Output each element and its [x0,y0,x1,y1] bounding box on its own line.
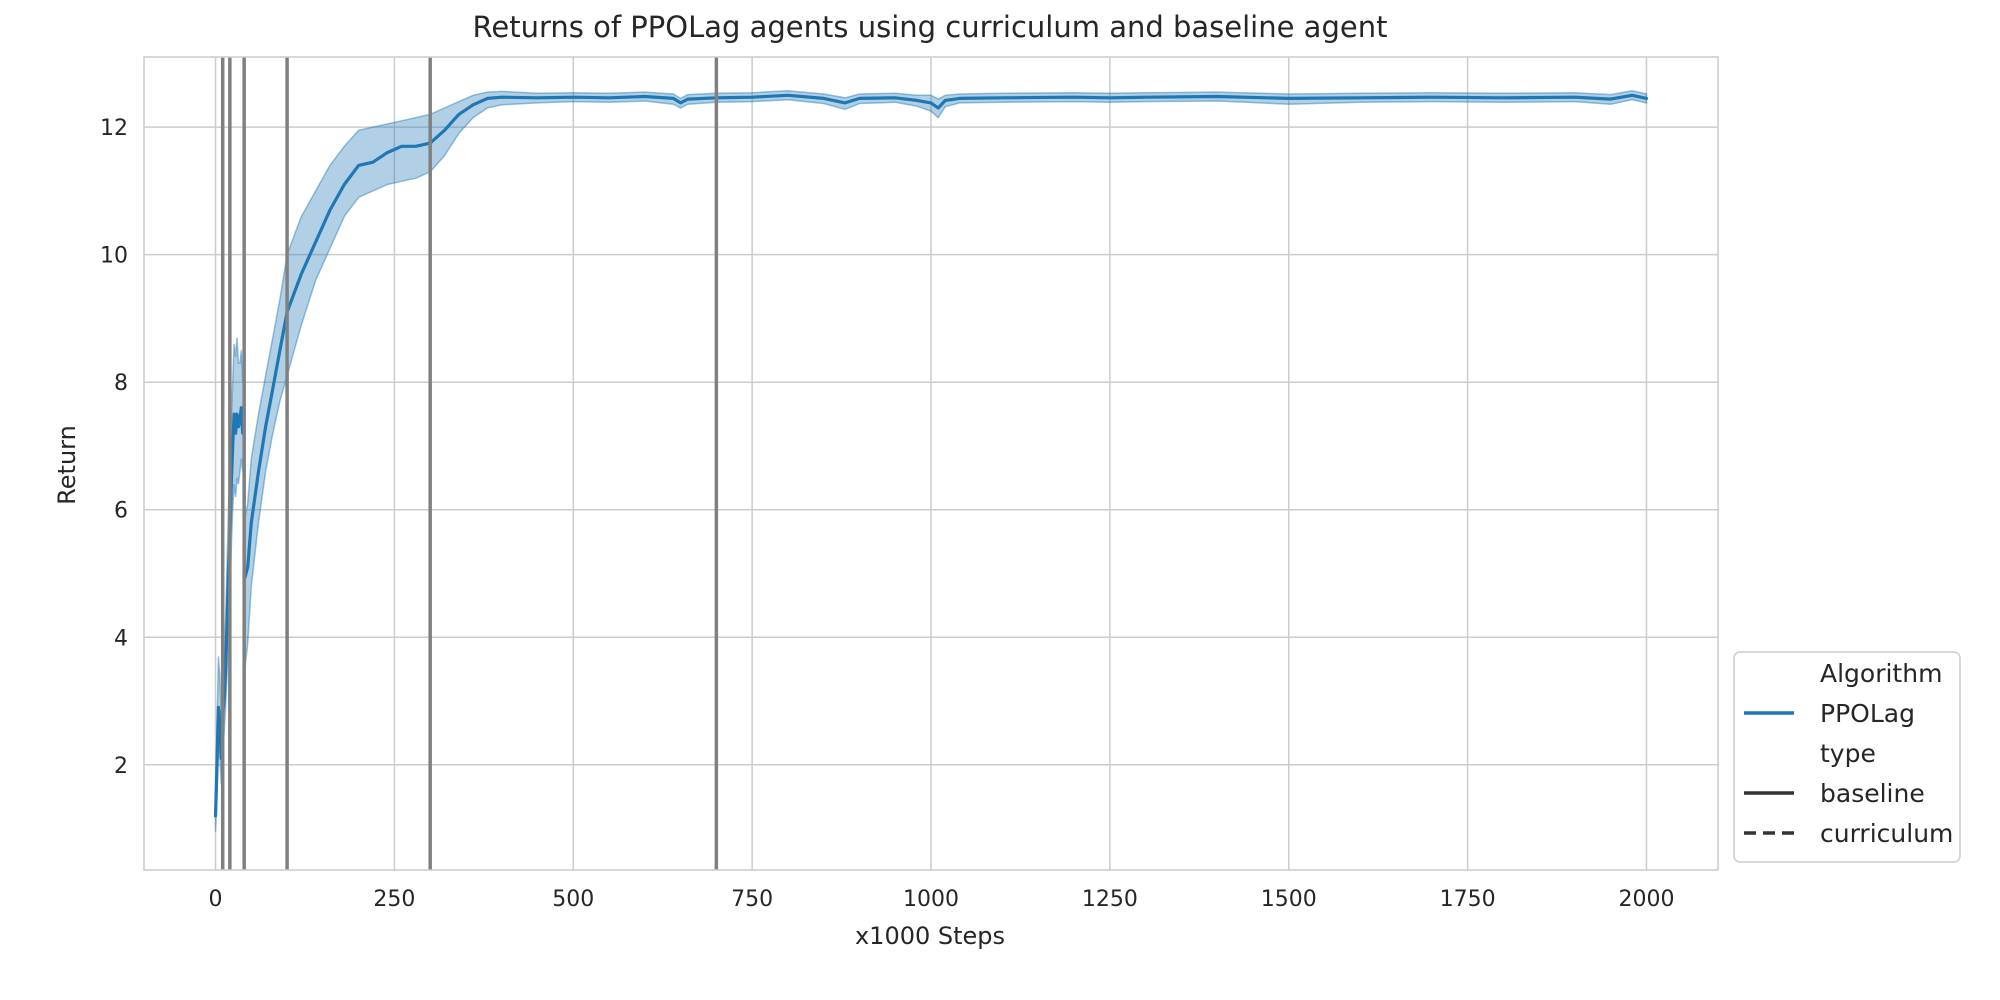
y-tick-label: 6 [114,499,128,524]
x-tick-label: 1250 [1082,887,1138,912]
legend-label: Algorithm [1820,659,1942,688]
legend-entry: baseline [1744,779,1925,808]
x-axis-ticks: 0 250 500 750 1000 1250 1500 1750 2000 [209,887,1675,912]
y-tick-label: 4 [114,626,128,651]
series-line-baseline [242,93,1649,582]
legend-label: type [1820,739,1876,768]
x-tick-label: 750 [731,887,773,912]
x-tick-label: 1750 [1440,887,1496,912]
x-tick-label: 1500 [1261,887,1317,912]
x-tick-label: 2000 [1618,887,1674,912]
legend-label: curriculum [1820,819,1953,848]
legend-label: PPOLag [1820,699,1915,728]
x-tick-label: 250 [373,887,415,912]
confidence-band-baseline [243,90,1648,676]
x-tick-label: 0 [209,887,223,912]
y-tick-label: 8 [114,371,128,396]
legend-box [1733,651,1961,863]
y-tick-label: 2 [114,754,128,779]
legend-entry: curriculum [1744,819,1953,848]
curriculum-boundaries [220,57,719,870]
legend-label: baseline [1820,779,1925,808]
legend-entry: Algorithm [1820,659,1942,688]
x-tick-label: 1000 [903,887,959,912]
x-axis-label: x1000 Steps [855,922,1005,950]
y-axis-label: Return [53,425,81,505]
chart-title: Returns of PPOLag agents using curriculu… [473,10,1388,44]
y-tick-label: 12 [100,116,128,141]
y-axis-ticks: 2 4 6 8 10 12 [100,116,128,779]
plot-frame [143,56,1719,871]
legend-entry: type [1820,739,1876,768]
legend: Algorithm PPOLag type baseline curriculum [1733,651,1961,863]
y-tick-label: 10 [100,244,128,269]
grid [144,57,1718,870]
x-tick-label: 500 [552,887,594,912]
legend-entry: PPOLag [1744,699,1915,728]
